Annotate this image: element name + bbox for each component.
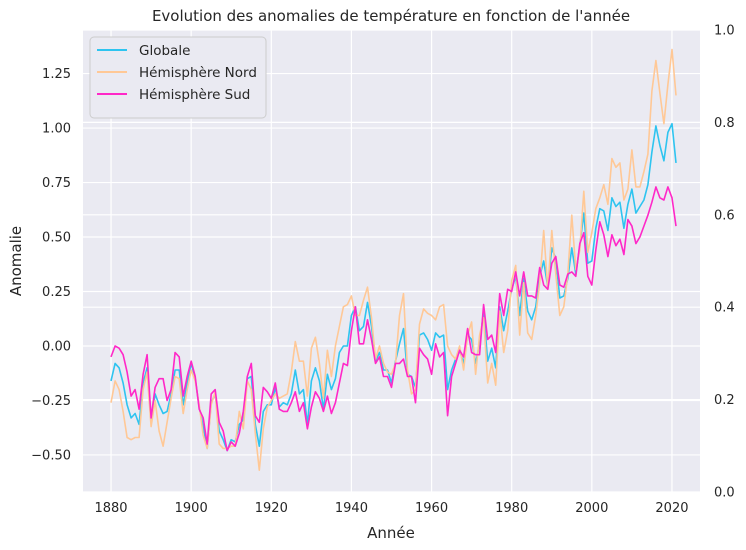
legend-label: Hémisphère Nord [139, 65, 257, 81]
y-tick-label: −0.50 [31, 448, 71, 463]
y2-tick-label: 0.4 [714, 301, 735, 316]
x-tick-label: 1920 [255, 501, 288, 516]
legend-box [89, 36, 267, 119]
x-tick-label: 1880 [94, 501, 127, 516]
series-line-hemisphere-nord [110, 48, 677, 472]
y-tick-labels: −0.50 −0.25 0.00 0.25 0.50 0.75 1.00 1.25 [31, 67, 71, 463]
series-line-hemisphere-sud [110, 186, 677, 452]
series-lines [110, 48, 677, 472]
x-axis-title: Année [367, 524, 415, 542]
y2-tick-labels: 0.0 0.2 0.4 0.6 0.8 1.0 [714, 24, 735, 501]
x-tick-label: 1960 [415, 501, 448, 516]
y-tick-label: −0.25 [31, 394, 71, 409]
legend-label: Globale [139, 43, 190, 59]
y2-tick-label: 0.2 [714, 393, 735, 408]
x-tick-label: 2000 [575, 501, 608, 516]
y-tick-label: 0.00 [42, 339, 71, 354]
legend-label: Hémisphère Sud [139, 87, 250, 103]
y2-tick-label: 0.0 [714, 486, 735, 501]
x-tick-labels: 1880 1900 1920 1940 1960 1980 2000 2020 [94, 501, 688, 516]
y-tick-label: 0.25 [42, 285, 71, 300]
y2-tick-label: 0.8 [714, 116, 735, 131]
y2-tick-label: 0.6 [714, 208, 735, 223]
chart-title: Evolution des anomalies de température e… [152, 7, 630, 25]
legend: Globale Hémisphère Nord Hémisphère Sud [89, 36, 267, 119]
x-tick-label: 1940 [335, 501, 368, 516]
x-tick-label: 1900 [175, 501, 208, 516]
y-tick-label: 0.75 [42, 176, 71, 191]
x-tick-label: 2020 [655, 501, 688, 516]
x-tick-label: 1980 [495, 501, 528, 516]
y-axis-title: Anomalie [7, 226, 25, 296]
y-tick-label: 0.50 [42, 231, 71, 246]
grid [83, 29, 700, 493]
y-tick-label: 1.00 [42, 122, 71, 137]
y2-tick-label: 1.0 [714, 24, 735, 39]
y-tick-label: 1.25 [42, 67, 71, 82]
